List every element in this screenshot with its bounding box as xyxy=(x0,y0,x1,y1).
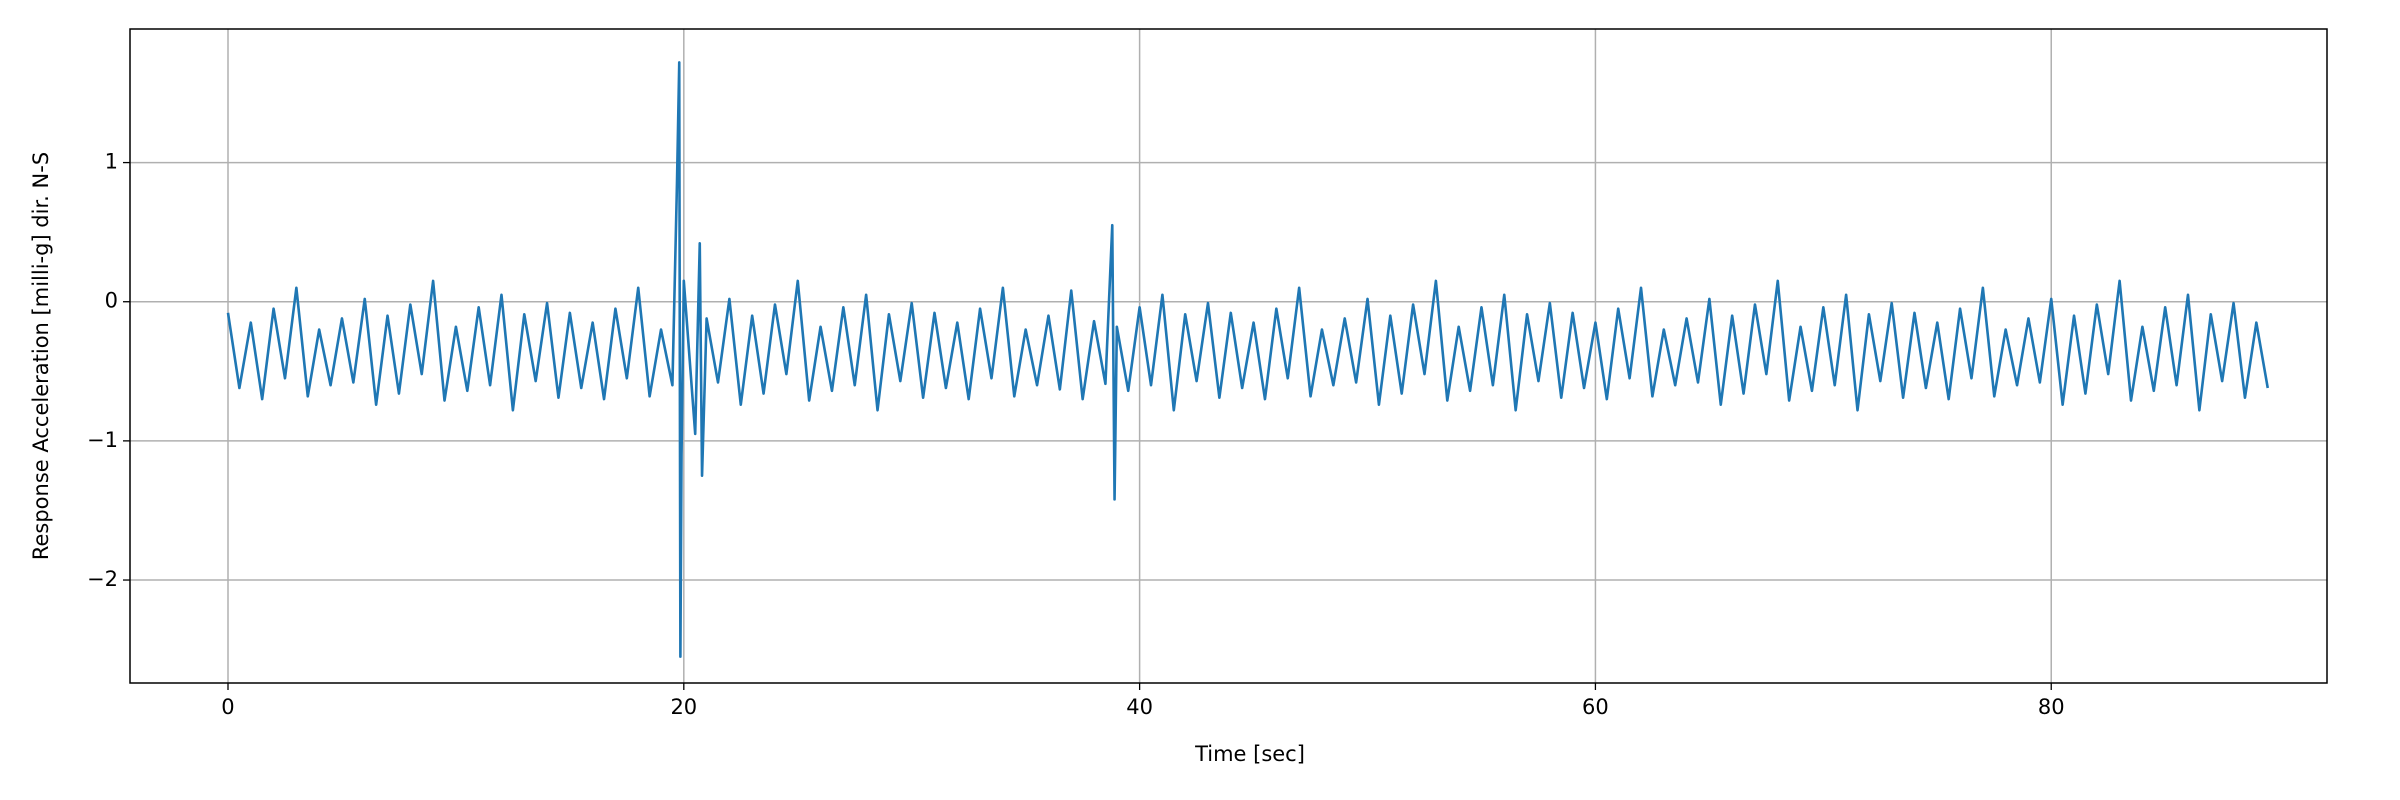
x-tick-label: 80 xyxy=(2038,695,2065,719)
y-tick-label: 0 xyxy=(105,289,118,313)
x-tick-label: 60 xyxy=(1582,695,1609,719)
x-axis-label: Time [sec] xyxy=(1194,742,1305,766)
x-tick-label: 20 xyxy=(670,695,697,719)
x-tick-label: 0 xyxy=(221,695,234,719)
y-tick-label: −2 xyxy=(87,567,118,591)
x-tick-label: 40 xyxy=(1126,695,1153,719)
y-axis-label: Response Acceleration [milli-g] dir. N-S xyxy=(29,152,53,560)
plot-frame xyxy=(129,28,2328,684)
y-tick-label: 1 xyxy=(105,150,118,174)
y-tick-label: −1 xyxy=(87,428,118,452)
data-line xyxy=(226,61,2270,658)
